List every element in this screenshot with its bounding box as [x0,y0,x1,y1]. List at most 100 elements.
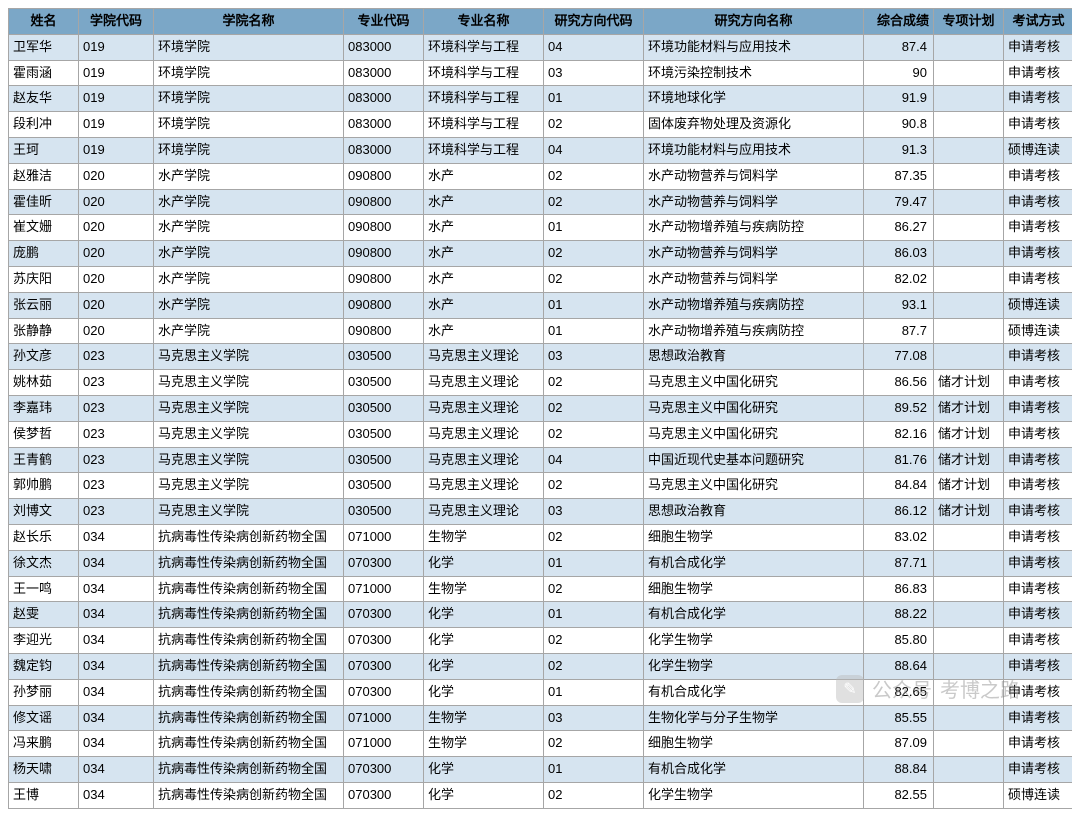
cell-name: 郭帅鹏 [9,473,79,499]
cell-name: 王青鹤 [9,447,79,473]
table-row: 孙文彦023马克思主义学院030500马克思主义理论03思想政治教育77.08申… [9,344,1073,370]
cell-cname: 抗病毒性传染病创新药物全国 [154,628,344,654]
col-header-mcode: 专业代码 [344,9,424,35]
cell-plan [934,292,1004,318]
cell-ccode: 034 [79,705,154,731]
col-header-mname: 专业名称 [424,9,544,35]
cell-dcode: 01 [544,757,644,783]
cell-dcode: 02 [544,370,644,396]
cell-name: 张云丽 [9,292,79,318]
cell-name: 张静静 [9,318,79,344]
cell-ccode: 023 [79,344,154,370]
table-header-row: 姓名 学院代码 学院名称 专业代码 专业名称 研究方向代码 研究方向名称 综合成… [9,9,1073,35]
cell-score: 87.71 [864,550,934,576]
cell-score: 85.55 [864,705,934,731]
cell-name: 赵长乐 [9,524,79,550]
cell-score: 86.83 [864,576,934,602]
cell-mname: 生物学 [424,524,544,550]
cell-cname: 马克思主义学院 [154,473,344,499]
cell-mname: 马克思主义理论 [424,344,544,370]
table-row: 李嘉玮023马克思主义学院030500马克思主义理论02马克思主义中国化研究89… [9,395,1073,421]
cell-cname: 环境学院 [154,34,344,60]
cell-dcode: 01 [544,679,644,705]
table-row: 姚林茹023马克思主义学院030500马克思主义理论02马克思主义中国化研究86… [9,370,1073,396]
cell-dcode: 01 [544,86,644,112]
col-header-score: 综合成绩 [864,9,934,35]
cell-score: 91.3 [864,137,934,163]
cell-exam: 申请考核 [1004,550,1073,576]
cell-score: 87.35 [864,163,934,189]
table-row: 卫军华019环境学院083000环境科学与工程04环境功能材料与应用技术87.4… [9,34,1073,60]
cell-mname: 马克思主义理论 [424,473,544,499]
cell-mname: 生物学 [424,731,544,757]
cell-mcode: 030500 [344,370,424,396]
cell-score: 79.47 [864,189,934,215]
cell-dname: 有机合成化学 [644,679,864,705]
cell-dname: 环境功能材料与应用技术 [644,137,864,163]
cell-ccode: 034 [79,653,154,679]
cell-mcode: 090800 [344,318,424,344]
cell-mname: 马克思主义理论 [424,499,544,525]
cell-mcode: 030500 [344,421,424,447]
cell-dcode: 01 [544,292,644,318]
cell-ccode: 034 [79,524,154,550]
cell-mname: 化学 [424,653,544,679]
cell-mcode: 083000 [344,112,424,138]
cell-dname: 马克思主义中国化研究 [644,395,864,421]
cell-cname: 水产学院 [154,189,344,215]
cell-exam: 申请考核 [1004,421,1073,447]
cell-score: 85.80 [864,628,934,654]
table-row: 王博034抗病毒性传染病创新药物全国070300化学02化学生物学82.55硕博… [9,782,1073,808]
cell-exam: 申请考核 [1004,266,1073,292]
cell-score: 90 [864,60,934,86]
cell-plan [934,524,1004,550]
cell-mname: 化学 [424,628,544,654]
cell-plan: 储才计划 [934,447,1004,473]
cell-score: 86.56 [864,370,934,396]
cell-name: 崔文姗 [9,215,79,241]
cell-mcode: 030500 [344,499,424,525]
cell-plan: 储才计划 [934,421,1004,447]
cell-score: 87.09 [864,731,934,757]
cell-dname: 水产动物增养殖与疾病防控 [644,318,864,344]
cell-dname: 生物化学与分子生物学 [644,705,864,731]
cell-name: 徐文杰 [9,550,79,576]
cell-exam: 申请考核 [1004,215,1073,241]
cell-dname: 中国近现代史基本问题研究 [644,447,864,473]
cell-plan: 储才计划 [934,473,1004,499]
cell-score: 90.8 [864,112,934,138]
cell-mname: 生物学 [424,705,544,731]
cell-plan [934,189,1004,215]
cell-exam: 申请考核 [1004,757,1073,783]
col-header-dname: 研究方向名称 [644,9,864,35]
table-row: 冯来鹏034抗病毒性传染病创新药物全国071000生物学02细胞生物学87.09… [9,731,1073,757]
cell-cname: 马克思主义学院 [154,344,344,370]
cell-plan: 储才计划 [934,499,1004,525]
cell-dname: 水产动物营养与饲料学 [644,189,864,215]
cell-plan: 储才计划 [934,395,1004,421]
cell-ccode: 020 [79,189,154,215]
cell-exam: 硕博连读 [1004,292,1073,318]
cell-cname: 环境学院 [154,137,344,163]
cell-ccode: 034 [79,576,154,602]
cell-mname: 水产 [424,189,544,215]
table-body: 卫军华019环境学院083000环境科学与工程04环境功能材料与应用技术87.4… [9,34,1073,808]
cell-dcode: 03 [544,60,644,86]
cell-exam: 申请考核 [1004,370,1073,396]
cell-dname: 马克思主义中国化研究 [644,421,864,447]
cell-mname: 化学 [424,757,544,783]
cell-mcode: 071000 [344,576,424,602]
cell-cname: 抗病毒性传染病创新药物全国 [154,550,344,576]
cell-mname: 环境科学与工程 [424,112,544,138]
cell-mname: 环境科学与工程 [424,60,544,86]
cell-dname: 环境功能材料与应用技术 [644,34,864,60]
cell-ccode: 034 [79,679,154,705]
cell-exam: 申请考核 [1004,653,1073,679]
cell-name: 魏定钧 [9,653,79,679]
cell-cname: 环境学院 [154,112,344,138]
cell-cname: 水产学院 [154,318,344,344]
table-row: 霍佳昕020水产学院090800水产02水产动物营养与饲料学79.47申请考核 [9,189,1073,215]
cell-score: 83.02 [864,524,934,550]
cell-dname: 水产动物营养与饲料学 [644,163,864,189]
cell-name: 刘博文 [9,499,79,525]
